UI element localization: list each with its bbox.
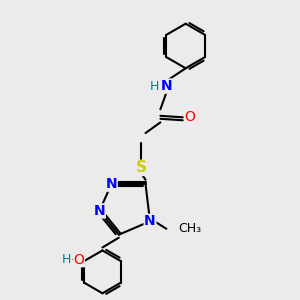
Text: O: O [74,253,84,267]
Text: N: N [144,214,156,228]
Text: N: N [94,204,105,218]
Text: O: O [185,110,196,124]
Text: H: H [61,253,71,266]
Text: CH₃: CH₃ [178,222,201,235]
Text: H: H [149,80,159,93]
Text: N: N [160,79,172,93]
Text: S: S [136,160,147,175]
Text: N: N [106,177,117,191]
